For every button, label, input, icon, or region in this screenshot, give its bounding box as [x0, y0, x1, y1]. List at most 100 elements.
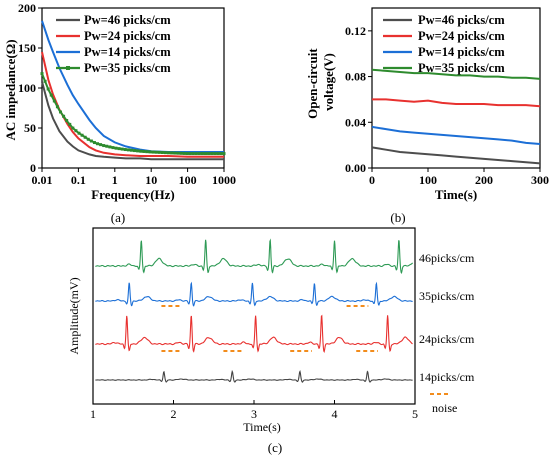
panel-a-series-marker: [114, 146, 118, 150]
panel-a-x-axis-label: Frequency(Hz): [91, 187, 175, 202]
panel-a-series-marker: [80, 133, 84, 137]
panel-a-series-marker: [203, 152, 207, 156]
panel-a-series-marker: [65, 119, 69, 123]
panel-b-y-axis-label: Open-circuit voltage(V): [305, 45, 336, 119]
panel-a-series-marker: [133, 149, 137, 153]
panel-b-legend: Pw=46 picks/cm Pw=24 picks/cm Pw=14 picks/…: [383, 13, 505, 75]
panel-a-series-marker: [105, 144, 109, 148]
panel-c-trace-label: 46picks/cm: [419, 251, 475, 265]
panel-b-x-ticks: 0 100 200 300: [369, 168, 549, 187]
panel-a-series-marker: [74, 129, 78, 133]
panel-a-series-marker: [77, 131, 81, 135]
panel-a-y-tick-label: 150: [18, 41, 36, 55]
panel-a-series-marker: [142, 149, 146, 153]
panel-b-x-axis-label: Time(s): [435, 187, 477, 202]
panel-a-series-marker: [129, 148, 133, 152]
panel-a-series-marker: [160, 151, 164, 155]
panel-a-series-marker: [139, 149, 143, 153]
panel-a-series-marker: [86, 137, 90, 141]
panel-c-x-tick-label: 1: [90, 407, 96, 421]
panel-c-noise-marks: [161, 305, 378, 352]
panel-a-series-marker: [182, 151, 186, 155]
panel-a-series-marker: [163, 151, 167, 155]
panel-b-y-tick-label: 0.04: [345, 115, 366, 129]
panel-a-series-marker: [213, 152, 217, 156]
panel-a-legend-marker: [66, 66, 70, 70]
panel-a-series-marker: [170, 151, 174, 155]
panel-a-series-marker: [176, 151, 180, 155]
panel-b-y-tick-label: 0.12: [345, 24, 366, 38]
panel-a-series-marker: [43, 79, 47, 83]
panel-a-series-marker: [216, 152, 220, 156]
panel-c-trace-46picks-cm: [95, 238, 413, 275]
panel-a-series-marker: [179, 151, 183, 155]
panel-b-x-tick-label: 0: [369, 173, 375, 187]
panel-c-x-tick-label: 2: [171, 407, 177, 421]
panel-a-series-marker: [151, 150, 155, 154]
panel-b-series-line-pw-46-picks-cm: [371, 146, 541, 165]
panel-b-x-tick-label: 200: [475, 173, 493, 187]
panel-a-series-marker: [92, 141, 96, 145]
panel-a-series-marker: [40, 72, 44, 76]
panel-a-series-marker: [191, 152, 195, 156]
panel-c-label: (c): [268, 440, 282, 455]
panel-a-series-marker: [111, 146, 115, 150]
noise-legend-label: noise: [432, 401, 457, 415]
panel-a-x-tick-label: 0.1: [71, 173, 86, 187]
panel-b: 0.00 0.04 0.08 0.12 0 100 200 300 Pw=46 picks/…: [305, 7, 549, 225]
panel-a-y-tick-label: 200: [18, 1, 36, 15]
panel-a-series-marker: [222, 152, 226, 156]
panel-a-series-marker: [126, 148, 130, 152]
panel-a-legend-label: Pw=14 picks/cm: [84, 45, 171, 59]
panel-a-series-marker: [210, 152, 214, 156]
panel-a-series-marker: [145, 150, 149, 154]
panel-a-series-marker: [62, 114, 66, 118]
panel-a-x-tick-label: 100: [179, 173, 197, 187]
panel-a-y-ticks: 0 50 100 150 200: [18, 1, 42, 175]
panel-c-trace-35picks-cm: [95, 281, 413, 307]
panel-a-series-marker: [102, 144, 106, 148]
panel-a-series-marker: [68, 122, 72, 126]
panel-b-series-line-pw-14-picks-cm: [371, 125, 541, 145]
panel-c: 1 2 3 4 5 46picks/cm 35picks/cm 24picks/cm 14pi…: [67, 227, 475, 455]
panel-a-series-marker: [207, 152, 211, 156]
panel-a-label: (a): [111, 210, 125, 225]
panel-c-trace-labels: 46picks/cm 35picks/cm 24picks/cm 14picks/cm: [419, 251, 475, 384]
panel-a-legend-label: Pw=46 picks/cm: [84, 13, 171, 27]
panel-c-x-axis-label: Time(s): [243, 420, 281, 434]
panel-a-series-marker: [108, 145, 112, 149]
panel-a-series-marker: [219, 152, 223, 156]
panel-a-y-axis-label: AC impedance(Ω): [3, 39, 18, 140]
panel-c-x-tick-label: 3: [251, 407, 257, 421]
panel-b-series: [371, 68, 541, 165]
panel-a-series-marker: [188, 152, 192, 156]
panel-a-x-tick-label: 10: [145, 173, 157, 187]
panel-a-series: [40, 20, 226, 161]
panel-a-series-line-pw-46-picks-cm: [41, 81, 224, 161]
panel-a-series-line-pw-35-picks-cm: [41, 73, 224, 155]
panel-a-y-tick-label: 0: [30, 161, 36, 175]
panel-a-series-marker: [166, 151, 170, 155]
panel-a-series-marker: [185, 152, 189, 156]
panel-a-y-tick-label: 100: [18, 81, 36, 95]
panel-b-legend-label: Pw=24 picks/cm: [418, 29, 505, 43]
panel-b-legend-label: Pw=35 picks/cm: [418, 61, 505, 75]
panel-b-label: (b): [390, 210, 405, 225]
panel-a-series-marker: [55, 105, 59, 109]
panel-b-legend-label: Pw=14 picks/cm: [418, 45, 505, 59]
panel-b-series-line-pw-35-picks-cm: [371, 68, 541, 80]
panel-b-y-ticks: 0.00 0.04 0.08 0.12: [345, 24, 372, 175]
panel-c-x-tick-label: 4: [332, 407, 338, 421]
panel-a-series-marker: [89, 139, 93, 143]
panel-a-series-marker: [49, 93, 53, 97]
panel-c-x-ticks: 1 2 3 4 5: [90, 400, 418, 421]
panel-a-series-marker: [157, 150, 161, 154]
panel-a-series-marker: [83, 135, 87, 139]
panel-a-series-marker: [136, 149, 140, 153]
panel-a-series-marker: [117, 147, 121, 151]
panel-b-plot-frame: [371, 7, 541, 169]
panel-c-traces: [95, 238, 413, 383]
panel-a-x-tick-label: 1: [112, 173, 118, 187]
panel-a-x-ticks: 0.01 0.1 1 10 100 1000: [32, 168, 236, 187]
panel-c-x-tick-label: 5: [412, 407, 418, 421]
